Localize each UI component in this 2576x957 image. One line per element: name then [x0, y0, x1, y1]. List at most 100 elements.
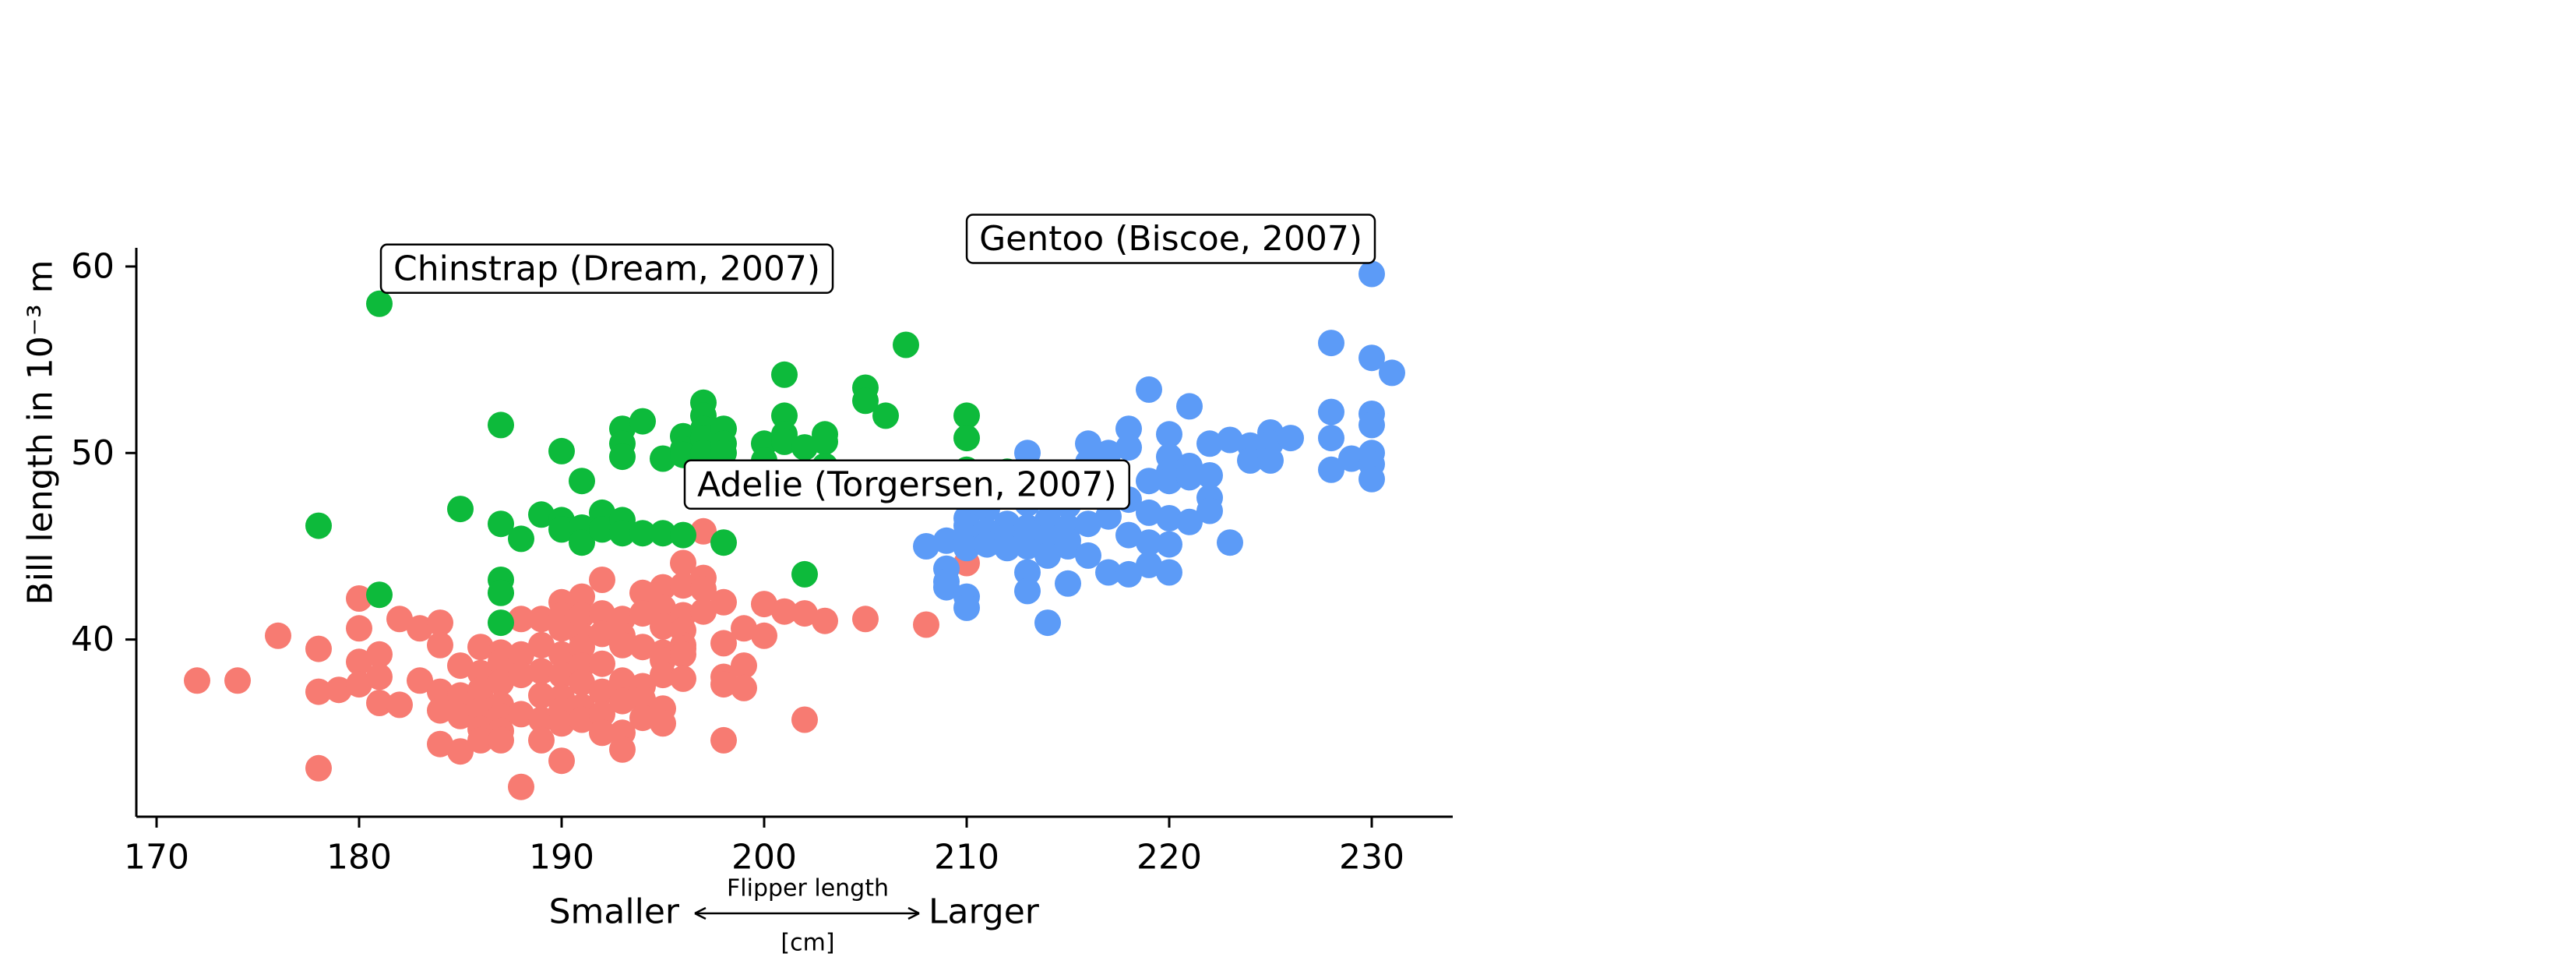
data-point	[305, 754, 332, 782]
data-point	[650, 594, 676, 621]
data-point	[1379, 359, 1405, 387]
data-point	[569, 468, 595, 495]
data-point	[872, 402, 899, 429]
data-point	[812, 428, 838, 455]
data-point	[893, 331, 919, 358]
data-point	[650, 445, 676, 472]
axes: 170 180 190 200 210 220 230 40 50 60	[71, 246, 1453, 878]
data-point	[710, 726, 737, 754]
data-point	[1358, 411, 1385, 439]
data-point	[548, 710, 575, 737]
data-point	[629, 408, 656, 435]
data-point	[1156, 421, 1182, 448]
annotation-label: Adelie (Torgersen, 2007)	[697, 464, 1117, 504]
data-point	[710, 529, 737, 556]
data-point	[1196, 462, 1223, 489]
data-point	[1136, 529, 1162, 556]
data-point	[1318, 398, 1344, 426]
data-point	[1358, 344, 1385, 372]
data-point	[224, 667, 251, 694]
data-point	[569, 583, 595, 610]
annotation-label: Gentoo (Biscoe, 2007)	[979, 219, 1362, 259]
x-axis-label-bottom: [cm]	[781, 930, 834, 957]
data-point	[1136, 499, 1162, 526]
y-axis-ticks: 40 50 60	[71, 246, 136, 659]
annotation-label: Chinstrap (Dream, 2007)	[393, 249, 820, 288]
data-point	[791, 600, 818, 627]
data-point	[1115, 560, 1142, 588]
data-point	[1014, 514, 1041, 541]
data-point	[1095, 503, 1122, 530]
data-point	[569, 602, 595, 629]
data-point	[609, 736, 636, 763]
data-point	[488, 669, 514, 696]
data-point	[589, 567, 615, 593]
data-point	[366, 290, 393, 317]
data-point	[1277, 425, 1304, 452]
data-point	[569, 706, 595, 733]
data-point	[488, 510, 514, 538]
data-point	[589, 600, 615, 627]
data-point	[386, 606, 413, 633]
data-point	[346, 648, 372, 676]
data-point	[589, 516, 615, 543]
data-point	[508, 606, 534, 633]
data-point	[528, 501, 555, 528]
x-axis-label-group: Smaller Flipper length [cm] Larger	[549, 875, 1040, 957]
data-point	[447, 496, 474, 523]
data-point	[569, 634, 595, 661]
data-point	[467, 676, 494, 704]
data-point	[690, 598, 717, 625]
data-point	[528, 706, 555, 733]
x-axis-arrowhead-right	[907, 906, 920, 920]
data-point	[1136, 551, 1162, 578]
data-point	[1176, 508, 1203, 535]
x-tick-label: 180	[326, 838, 392, 878]
data-point	[852, 387, 879, 415]
data-point	[609, 631, 636, 659]
data-point	[346, 585, 372, 612]
data-point	[1196, 430, 1223, 457]
data-point	[1115, 415, 1142, 443]
data-point	[589, 650, 615, 677]
data-point	[1196, 497, 1223, 524]
x-tick-label: 200	[731, 838, 797, 878]
data-point	[812, 607, 838, 634]
x-axis-label-left: Smaller	[549, 892, 680, 932]
data-point	[528, 606, 555, 633]
data-point	[650, 574, 676, 601]
data-point	[305, 635, 332, 662]
data-point	[791, 434, 818, 461]
data-point	[589, 678, 615, 705]
data-point	[366, 690, 393, 716]
data-point	[1156, 531, 1182, 558]
data-point	[346, 671, 372, 698]
data-point	[670, 521, 696, 549]
data-point	[953, 402, 980, 429]
data-point	[751, 591, 777, 618]
data-point	[629, 705, 656, 732]
data-point	[1217, 426, 1243, 454]
data-point	[589, 719, 615, 747]
data-point	[710, 630, 737, 657]
data-point	[488, 609, 514, 637]
data-point	[488, 579, 514, 606]
y-tick-label: 50	[71, 433, 115, 473]
data-point	[751, 622, 777, 649]
data-point	[589, 701, 615, 728]
data-point	[488, 411, 514, 439]
data-point	[305, 512, 332, 539]
data-point	[548, 641, 575, 668]
data-point	[346, 615, 372, 642]
data-point	[366, 641, 393, 668]
x-tick-label: 220	[1136, 838, 1202, 878]
data-point	[1176, 393, 1203, 420]
data-point	[710, 588, 737, 616]
data-point	[771, 428, 798, 455]
data-point	[467, 726, 494, 754]
data-point	[569, 669, 595, 696]
data-point	[427, 609, 453, 637]
data-point	[953, 425, 980, 452]
x-tick-label: 230	[1339, 838, 1404, 878]
data-point	[670, 549, 696, 577]
